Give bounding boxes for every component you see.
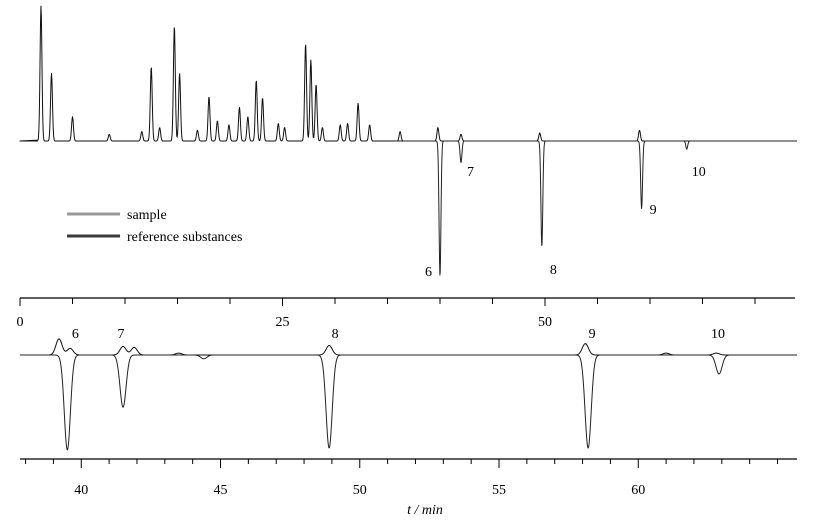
top-tick-label-50: 50 [538, 315, 552, 330]
bottom-peak-labels: 6 7 8 9 10 [72, 327, 725, 342]
bottom-x-axis: 40 45 50 55 60 [20, 458, 797, 498]
top-peak-labels: 6 7 8 9 10 [425, 165, 706, 280]
bottom-tick-label-60: 60 [631, 483, 645, 498]
full-chromatogram-panel: 6 7 8 9 10 sample reference substances 0 25 50 [17, 5, 798, 330]
bottom-peak-label-7: 7 [118, 327, 125, 342]
bottom-tick-label-50: 50 [353, 483, 367, 498]
bottom-peak-label-8: 8 [332, 327, 339, 342]
bottom-tick-label-40: 40 [74, 483, 88, 498]
top-peak-label-6: 6 [425, 265, 432, 280]
top-x-axis: 0 25 50 [17, 297, 795, 330]
x-axis-title: t / min [407, 503, 443, 518]
top-sample-trace [19, 5, 798, 142]
top-peak-label-9: 9 [650, 203, 657, 218]
zoom-chromatogram-panel: 6 7 8 9 10 40 45 50 55 60 t / min [19, 327, 798, 518]
top-tick-label-0: 0 [17, 315, 24, 330]
top-peak-label-7: 7 [467, 165, 474, 180]
legend: sample reference substances [67, 208, 242, 245]
bottom-peak-label-6: 6 [72, 327, 79, 342]
bottom-reference-trace [19, 354, 798, 451]
bottom-peak-label-9: 9 [589, 327, 596, 342]
bottom-tick-label-45: 45 [214, 483, 228, 498]
top-tick-label-25: 25 [276, 315, 290, 330]
bottom-tick-label-55: 55 [492, 483, 506, 498]
legend-label-sample: sample [127, 208, 167, 223]
bottom-peak-label-10: 10 [711, 327, 725, 342]
legend-label-reference: reference substances [127, 230, 242, 245]
top-peak-label-10: 10 [692, 165, 706, 180]
bottom-sample-trace [19, 338, 798, 356]
top-reference-trace [394, 140, 798, 276]
top-peak-label-8: 8 [550, 263, 557, 278]
